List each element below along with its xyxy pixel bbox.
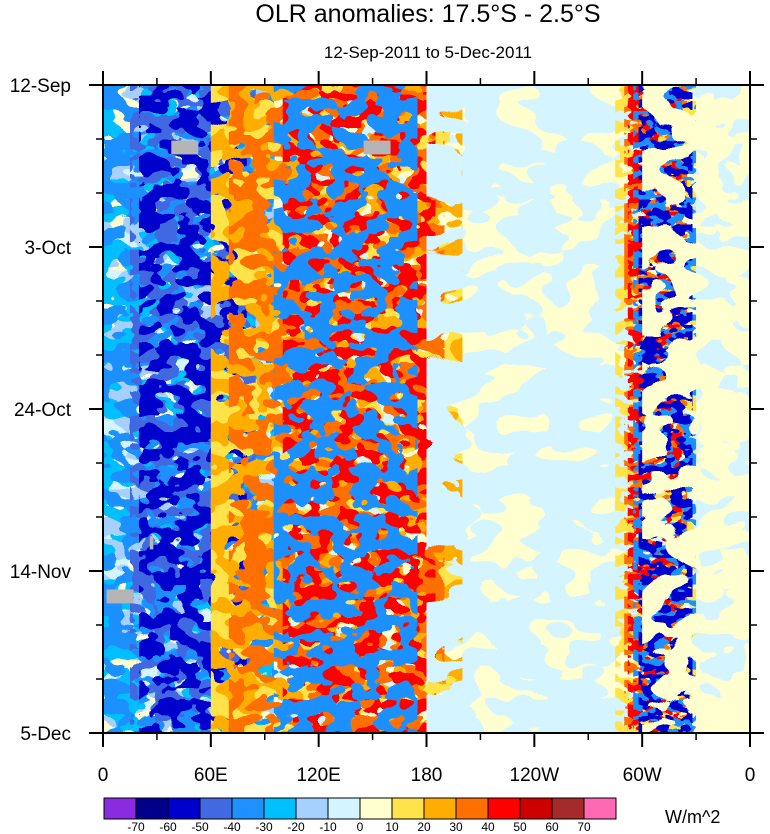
x-tick-label: 60W [623, 765, 662, 786]
missing-data-patch [149, 536, 154, 550]
colorbar: -70 -60 -50 -40 -30 -20 -10 0 10 20 30 40 50 60 70 [103, 797, 617, 834]
colorbar-swatch [519, 797, 553, 820]
x-tick-label: 0 [745, 765, 756, 786]
colorbar-label: -30 [255, 820, 273, 834]
y-tick-label: 12-Sep [10, 76, 71, 97]
colorbar-swatch [327, 797, 361, 820]
colorbar-label: 30 [449, 820, 463, 834]
colorbar-swatch [263, 797, 297, 820]
missing-data-patch [106, 589, 134, 604]
colorbar-swatch [295, 797, 329, 820]
colorbar-swatch [135, 797, 169, 820]
y-tick-label: 5-Dec [20, 724, 71, 745]
x-tick-label: 120W [510, 765, 560, 786]
y-tick-label: 24-Oct [14, 400, 72, 421]
chart-subtitle: 12-Sep-2011 to 5-Dec-2011 [324, 43, 532, 62]
colorbar-label: -70 [127, 820, 145, 834]
missing-data-patch [363, 140, 391, 155]
colorbar-swatch [487, 797, 521, 820]
colorbar-swatch [199, 797, 233, 820]
x-tick-label: 180 [411, 765, 443, 786]
colorbar-label: -40 [223, 820, 241, 834]
colorbar-swatch [455, 797, 489, 820]
y-tick-label: 3-Oct [25, 238, 72, 259]
colorbar-swatch [359, 797, 393, 820]
field-layer [426, 85, 643, 733]
chart-title: OLR anomalies: 17.5°S - 2.5°S [255, 0, 600, 28]
missing-data-patch [171, 140, 199, 155]
colorbar-swatch [167, 797, 201, 820]
y-tick-label: 14-Nov [10, 562, 72, 583]
x-tick-label: 120E [296, 765, 340, 786]
x-axis: 0 60E 120E 180 120W 60W 0 [98, 71, 756, 786]
colorbar-label: 70 [577, 820, 591, 834]
colorbar-swatch [423, 797, 457, 820]
colorbar-label: 60 [545, 820, 559, 834]
colorbar-label: 0 [357, 820, 364, 834]
colorbar-swatch [391, 797, 425, 820]
colorbar-swatch [583, 797, 617, 820]
missing-data-patches [106, 140, 391, 604]
y-axis: 12-Sep 3-Oct 24-Oct 14-Nov 5-Dec [10, 76, 764, 745]
colorbar-swatch [551, 797, 585, 820]
colorbar-label: -20 [287, 820, 305, 834]
field-layer [642, 85, 750, 733]
field-layer [273, 85, 418, 733]
colorbar-label: -10 [319, 820, 337, 834]
x-tick-label: 0 [98, 765, 109, 786]
colorbar-swatch [231, 797, 265, 820]
plot-area [103, 85, 750, 733]
colorbar-label: 20 [417, 820, 431, 834]
colorbar-swatch [103, 797, 137, 820]
colorbar-label: 50 [513, 820, 527, 834]
colorbar-label: -50 [191, 820, 209, 834]
colorbar-label: 10 [385, 820, 399, 834]
colorbar-units: W/m^2 [665, 807, 720, 827]
anomaly-field [103, 85, 750, 733]
colorbar-label: -60 [159, 820, 177, 834]
colorbar-label: 40 [481, 820, 495, 834]
x-tick-label: 60E [194, 765, 228, 786]
